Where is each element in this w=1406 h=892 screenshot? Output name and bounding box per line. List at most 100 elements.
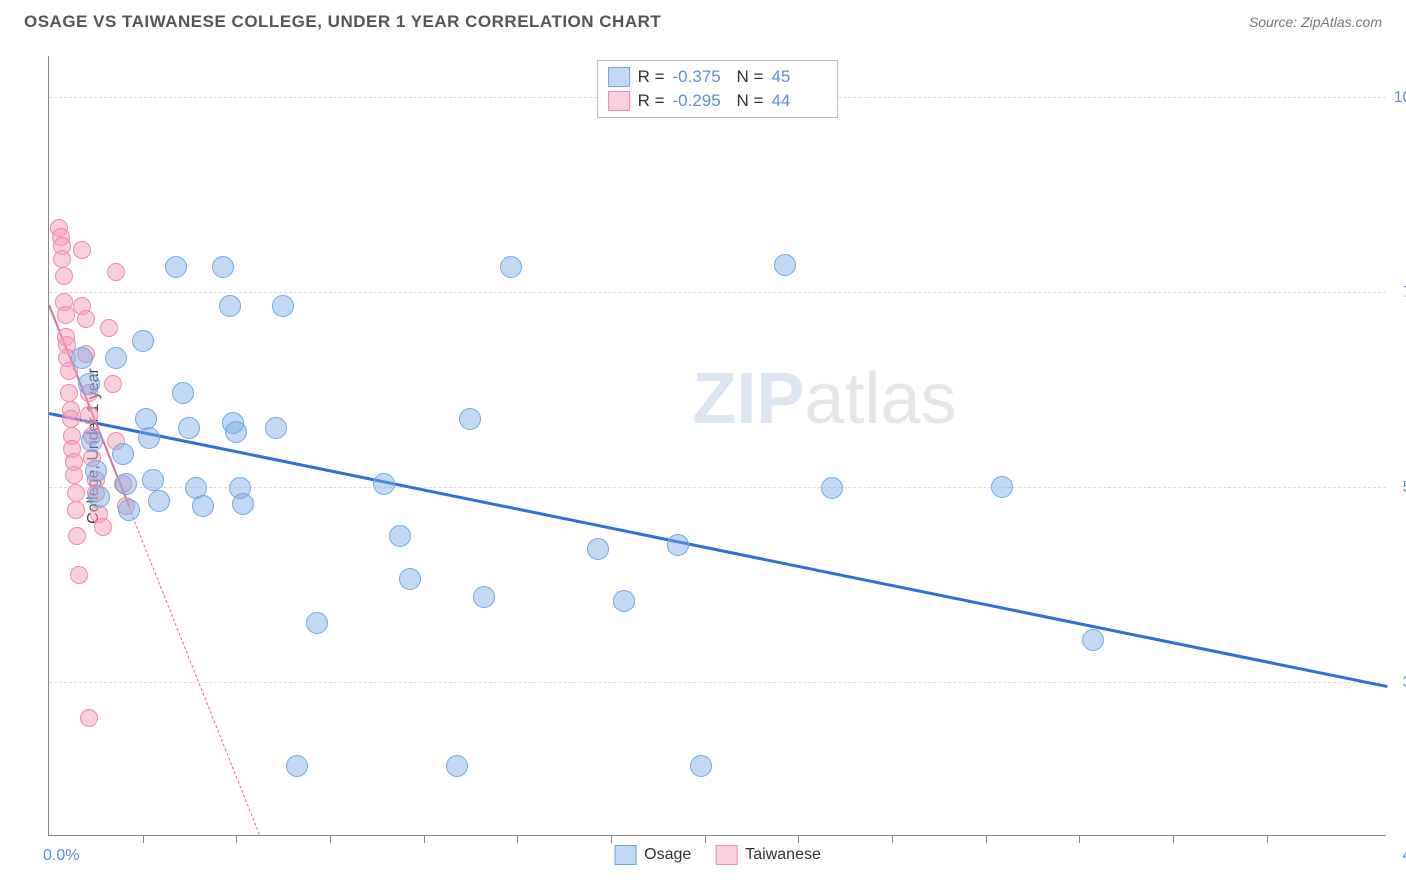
x-tick [798,835,799,843]
osage-point [132,330,154,352]
x-tick [143,835,144,843]
x-tick [892,835,893,843]
osage-point [306,612,328,634]
osage-point [774,254,796,276]
osage-point [225,421,247,443]
n-label: N = [737,91,764,111]
taiwanese-point [62,410,80,428]
taiwanese-point [107,263,125,281]
osage-point [142,469,164,491]
source-prefix: Source: [1249,14,1301,30]
osage-point [138,427,160,449]
x-tick [611,835,612,843]
osage-point [459,408,481,430]
osage-point [165,256,187,278]
osage-swatch [608,67,630,87]
osage-point [500,256,522,278]
taiwanese-point [53,250,71,268]
taiwanese-point [60,384,78,402]
osage-point [212,256,234,278]
osage-point [105,347,127,369]
taiwanese-swatch [715,845,737,865]
x-tick [330,835,331,843]
y-tick-label: 32.5% [1392,674,1406,692]
legend-row: R = -0.375 N = 45 [608,65,828,89]
gridline [49,682,1386,683]
x-axis-min-label: 0.0% [43,847,79,865]
x-axis-max-label: 40.0% [1403,847,1406,865]
osage-point [118,499,140,521]
osage-point [219,295,241,317]
osage-point [1082,629,1104,651]
taiwanese-point [100,319,118,337]
source-name: ZipAtlas.com [1301,14,1382,30]
taiwanese-point [65,466,83,484]
osage-point [286,755,308,777]
taiwanese-point [80,709,98,727]
osage-point [148,490,170,512]
n-label: N = [737,67,764,87]
osage-point [446,755,468,777]
gridline [49,292,1386,293]
series-legend: Osage Taiwanese [614,845,821,865]
watermark-bold: ZIP [692,359,804,439]
x-tick [424,835,425,843]
taiwanese-point [67,501,85,519]
osage-point [613,590,635,612]
taiwanese-point [68,527,86,545]
taiwanese-point [104,375,122,393]
osage-point [81,430,103,452]
y-tick-label: 77.5% [1392,284,1406,302]
n-value: 44 [771,91,827,111]
osage-point [115,473,137,495]
r-label: R = [638,67,665,87]
legend-item-taiwanese: Taiwanese [715,845,821,865]
osage-point [78,373,100,395]
osage-point [192,495,214,517]
osage-point [389,525,411,547]
taiwanese-point [70,566,88,584]
osage-point [112,443,134,465]
osage-point [399,568,421,590]
n-value: 45 [771,67,827,87]
taiwanese-point [55,267,73,285]
legend-item-osage: Osage [614,845,691,865]
taiwanese-point [73,241,91,259]
source-attribution: Source: ZipAtlas.com [1249,14,1382,30]
taiwanese-point [67,484,85,502]
osage-point [821,477,843,499]
r-value: -0.375 [673,67,729,87]
watermark-rest: atlas [804,359,956,439]
r-label: R = [638,91,665,111]
watermark: ZIPatlas [692,358,956,440]
correlation-legend: R = -0.375 N = 45 R = -0.295 N = 44 [597,60,839,118]
osage-point [587,538,609,560]
legend-series-name: Taiwanese [745,846,821,864]
trend-line [129,507,260,835]
taiwanese-point [94,518,112,536]
r-value: -0.295 [673,91,729,111]
osage-swatch [614,845,636,865]
trend-line [49,412,1388,688]
osage-point [172,382,194,404]
taiwanese-swatch [608,91,630,111]
osage-point [178,417,200,439]
osage-point [232,493,254,515]
osage-point [85,460,107,482]
x-tick [986,835,987,843]
taiwanese-point [80,406,98,424]
chart-title: OSAGE VS TAIWANESE COLLEGE, UNDER 1 YEAR… [24,12,661,32]
legend-row: R = -0.295 N = 44 [608,89,828,113]
y-tick-label: 55.0% [1392,479,1406,497]
osage-point [88,486,110,508]
x-tick [517,835,518,843]
x-tick [236,835,237,843]
x-tick [1173,835,1174,843]
osage-point [667,534,689,556]
scatter-chart: ZIPatlas R =-0.375N =45R =-0.295N =44 0.… [48,56,1386,836]
osage-point [373,473,395,495]
osage-point [991,476,1013,498]
x-tick [705,835,706,843]
legend-series-name: Osage [644,846,691,864]
osage-point [71,347,93,369]
